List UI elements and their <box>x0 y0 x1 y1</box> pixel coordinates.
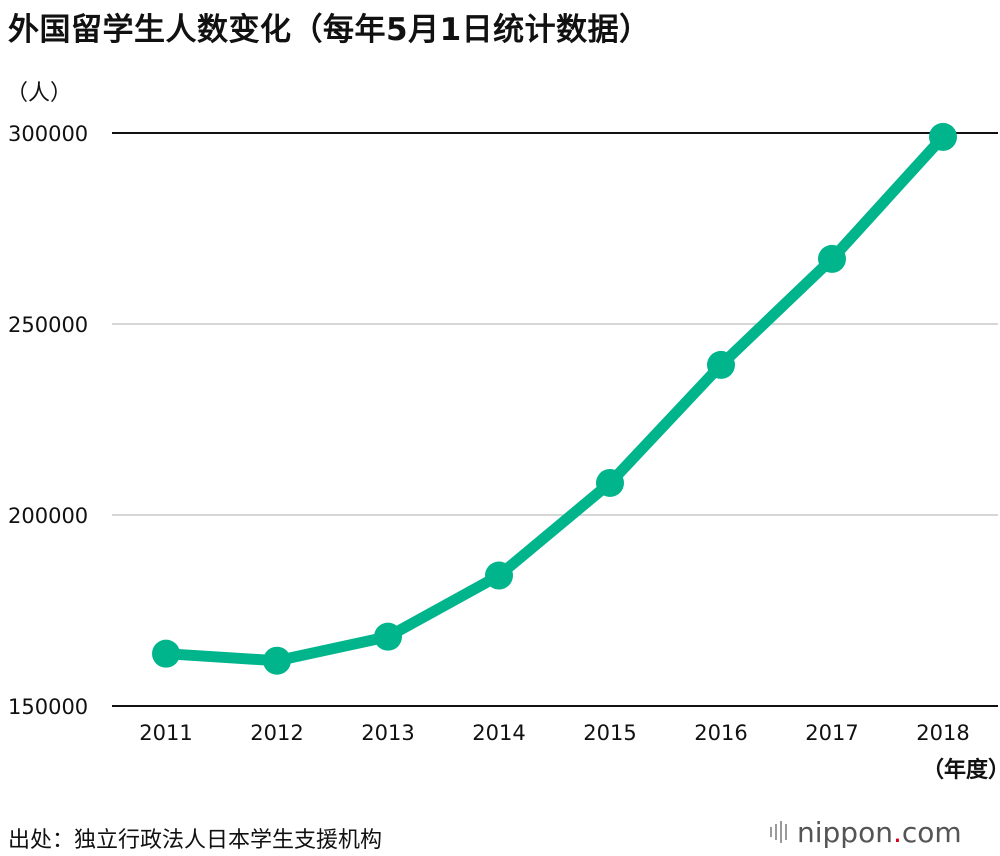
y-axis-unit-label: （人） <box>6 81 73 106</box>
y-tick-label: 250000 <box>8 313 88 337</box>
x-tick-label: 2016 <box>694 721 747 745</box>
series-line <box>160 131 949 667</box>
x-tick-labels: 2011 2012 2013 2014 2015 2016 2017 2018 <box>139 721 969 745</box>
data-series <box>152 122 957 675</box>
x-tick-label: 2017 <box>805 721 858 745</box>
data-point <box>596 468 624 497</box>
x-tick-label: 2014 <box>472 721 525 745</box>
data-point <box>152 639 180 668</box>
x-axis-unit-label: （年度） <box>922 758 1000 783</box>
data-point <box>707 350 735 379</box>
logo-dot: . <box>892 815 902 849</box>
x-tick-label: 2013 <box>361 721 414 745</box>
x-tick-label: 2015 <box>583 721 636 745</box>
gridlines <box>112 132 998 707</box>
y-tick-label: 150000 <box>8 695 88 719</box>
nippon-logo: nippon. com <box>770 814 962 850</box>
x-tick-label: 2011 <box>139 721 192 745</box>
y-tick-labels: 150000 200000 250000 300000 <box>8 122 88 719</box>
data-point <box>485 561 513 590</box>
logo-suffix: com <box>901 815 962 849</box>
logo-bars-icon <box>770 821 787 843</box>
data-point <box>818 244 846 273</box>
data-point <box>929 122 957 151</box>
y-tick-label: 200000 <box>8 504 88 528</box>
x-tick-label: 2018 <box>916 721 969 745</box>
data-point <box>374 622 402 651</box>
y-tick-label: 300000 <box>8 122 88 146</box>
source-note: 出处：独立行政法人日本学生支援机构 <box>8 828 383 853</box>
x-tick-label: 2012 <box>250 721 303 745</box>
logo-name: nippon <box>797 815 893 849</box>
data-point <box>263 646 291 675</box>
chart-title: 外国留学生人数变化（每年5月1日统计数据） <box>8 12 651 48</box>
